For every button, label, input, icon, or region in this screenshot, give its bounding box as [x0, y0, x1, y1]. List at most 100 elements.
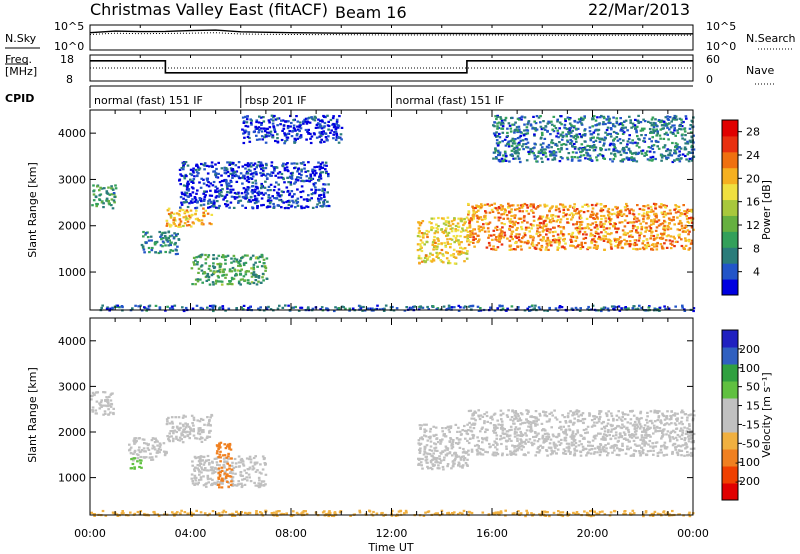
data-cell [540, 244, 544, 248]
data-cell [180, 434, 183, 437]
data-cell [228, 268, 232, 271]
data-cell [644, 205, 647, 208]
data-cell [545, 204, 549, 207]
data-cell [110, 402, 113, 406]
data-cell [501, 226, 504, 229]
data-cell [403, 309, 407, 312]
data-cell [321, 166, 325, 169]
data-cell [487, 222, 491, 225]
data-cell [472, 211, 476, 214]
data-cell [206, 478, 210, 481]
data-cell [593, 240, 597, 243]
data-cell [476, 220, 479, 223]
data-cell [299, 176, 303, 179]
data-cell [158, 451, 161, 454]
data-cell [423, 448, 427, 451]
data-cell [429, 435, 432, 438]
data-cell [658, 134, 662, 137]
data-cell [662, 127, 665, 130]
data-cell [260, 265, 264, 268]
data-cell [215, 482, 218, 485]
data-cell [140, 466, 143, 469]
data-cell [201, 281, 204, 284]
data-cell [607, 119, 611, 122]
data-cell [180, 203, 184, 206]
data-cell [671, 132, 675, 135]
data-cell [326, 139, 329, 142]
data-cell [170, 234, 174, 237]
data-cell [200, 177, 203, 180]
data-cell [212, 304, 215, 307]
data-cell [163, 234, 167, 238]
data-cell [257, 257, 260, 260]
data-cell [681, 304, 684, 307]
data-cell [303, 167, 306, 170]
data-cell [215, 444, 219, 447]
data-cell [560, 232, 563, 235]
data-cell [639, 231, 642, 234]
data-cell [547, 217, 550, 220]
data-cell [449, 438, 453, 441]
data-cell [567, 208, 570, 211]
data-cell [208, 420, 211, 423]
data-cell [98, 402, 101, 405]
freq-right-tick-bottom: 0 [706, 73, 713, 86]
data-cell [662, 215, 666, 218]
data-cell [649, 237, 652, 240]
data-cell [608, 212, 612, 215]
data-cell [655, 245, 659, 248]
data-cell [551, 142, 555, 145]
data-cell [689, 124, 692, 127]
data-cell [523, 241, 527, 244]
data-cell [463, 424, 466, 428]
data-cell [309, 175, 313, 178]
data-cell [616, 139, 620, 142]
data-cell [164, 244, 167, 247]
data-cell [670, 422, 673, 425]
data-cell [589, 234, 592, 237]
data-cell [529, 147, 532, 151]
data-cell [174, 416, 177, 419]
data-cell [674, 115, 678, 118]
data-cell [676, 228, 680, 231]
data-cell [674, 152, 678, 155]
data-cell [510, 208, 513, 211]
data-cell [189, 178, 192, 181]
data-cell [625, 240, 629, 243]
data-cell [468, 220, 472, 223]
data-cell [579, 247, 582, 250]
data-cell [623, 151, 626, 154]
data-cell [233, 268, 237, 271]
data-cell [666, 224, 669, 228]
data-cell [668, 436, 671, 439]
data-cell [664, 227, 667, 230]
data-cell [650, 159, 654, 162]
data-cell [218, 181, 222, 184]
data-cell [237, 161, 241, 164]
data-cell [212, 262, 215, 265]
data-cell [335, 134, 339, 137]
data-cell [457, 241, 460, 244]
data-cell [314, 191, 317, 194]
data-cell [191, 283, 194, 286]
data-cell [184, 191, 187, 194]
data-cell [251, 206, 254, 209]
data-cell [422, 259, 426, 262]
data-cell [569, 135, 573, 138]
data-cell [209, 429, 212, 432]
data-cell [455, 442, 458, 445]
data-cell [645, 222, 648, 225]
data-cell [310, 177, 313, 180]
data-cell [594, 124, 597, 127]
data-cell [647, 443, 650, 446]
data-cell [426, 465, 429, 468]
data-cell [563, 126, 566, 129]
data-cell [595, 159, 599, 162]
data-cell [571, 158, 574, 161]
data-cell [210, 483, 214, 486]
data-cell [528, 309, 531, 312]
data-cell [547, 420, 551, 423]
data-cell [285, 136, 289, 139]
data-cell [655, 226, 659, 229]
data-cell [247, 133, 251, 136]
